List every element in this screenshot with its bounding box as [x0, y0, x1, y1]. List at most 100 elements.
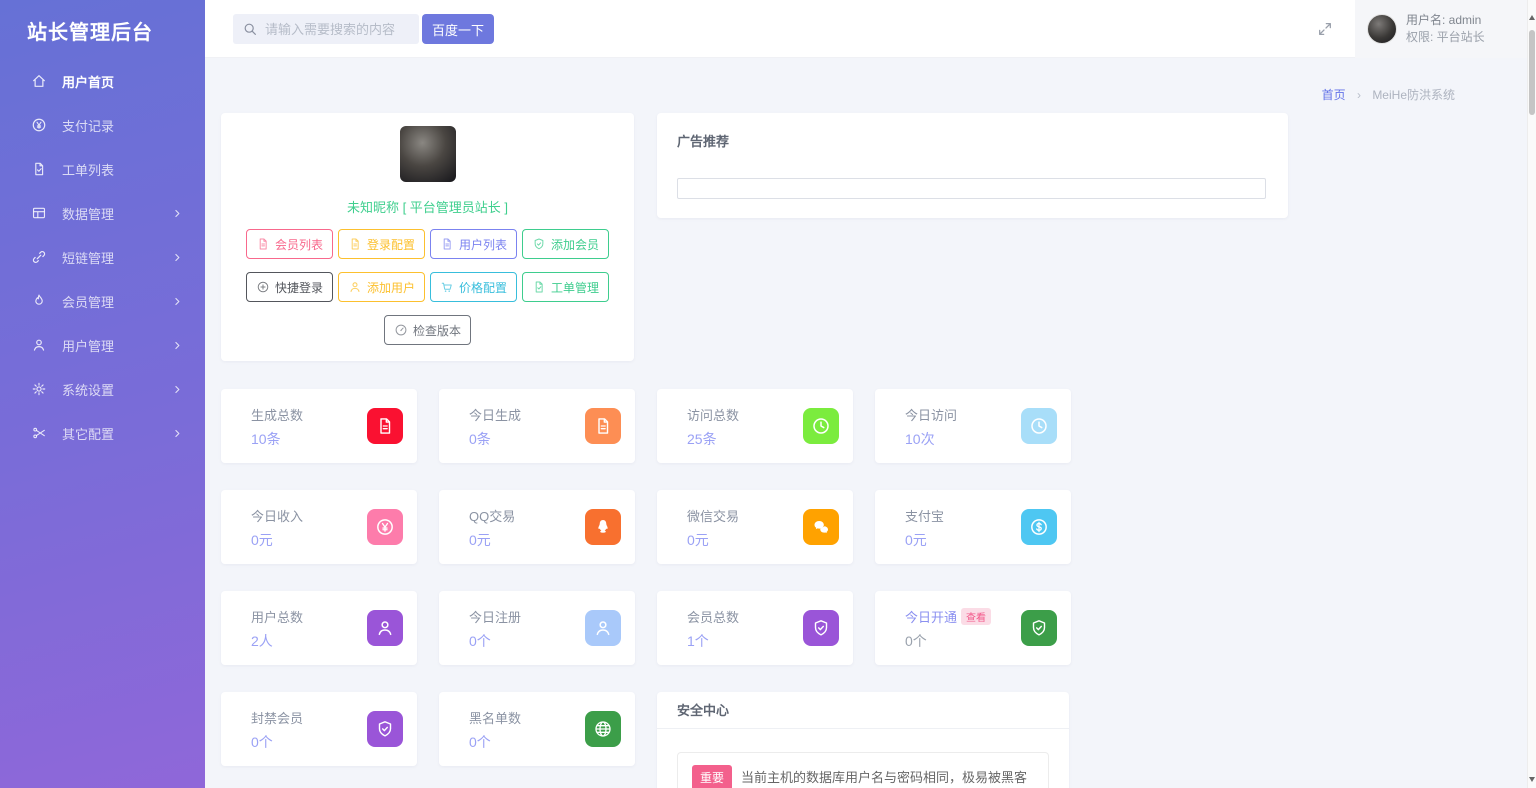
stat-card-qq-trades[interactable]: QQ交易 0元: [439, 490, 635, 564]
clock-icon: [1021, 408, 1057, 444]
search-icon: [242, 21, 258, 37]
stat-card-opened-today[interactable]: 今日开通 查看 0个: [875, 591, 1071, 665]
user-icon: [367, 610, 403, 646]
user-menu[interactable]: 用户名: admin 权限: 平台站长: [1355, 0, 1527, 58]
scrollbar-thumb[interactable]: [1529, 30, 1535, 115]
fire-icon: [31, 293, 47, 309]
stat-card-alipay[interactable]: 支付宝 0元: [875, 490, 1071, 564]
sidebar-item-data-management[interactable]: 数据管理: [0, 191, 205, 235]
gauge-icon: [394, 323, 408, 337]
ad-panel: 广告推荐: [657, 113, 1288, 218]
breadcrumb-home-link[interactable]: 首页: [1321, 88, 1346, 102]
link-icon: [31, 249, 47, 265]
file-icon: [585, 408, 621, 444]
chevron-right-icon: [172, 428, 183, 439]
login-config-button[interactable]: 登录配置: [337, 229, 425, 259]
shield-check-icon: [367, 711, 403, 747]
stat-card-income-today[interactable]: 今日收入 0元: [221, 490, 417, 564]
yen-circle-icon: [367, 509, 403, 545]
user-icon: [31, 337, 47, 353]
price-config-button[interactable]: 价格配置: [430, 272, 518, 302]
sidebar-item-system-settings[interactable]: 系统设置: [0, 367, 205, 411]
stat-card-blacklist-count[interactable]: 黑名单数 0个: [439, 692, 635, 766]
tools-icon: [31, 425, 47, 441]
scroll-up-arrow-icon[interactable]: [1529, 15, 1535, 20]
button-label: 快捷登录: [274, 280, 323, 295]
stat-card-banned-members[interactable]: 封禁会员 0个: [221, 692, 417, 766]
stat-card-visits-today[interactable]: 今日访问 10次: [875, 389, 1071, 463]
home-icon: [31, 73, 47, 89]
sidebar-item-other-config[interactable]: 其它配置: [0, 411, 205, 455]
member-list-button[interactable]: 会员列表: [245, 229, 333, 259]
button-label: 添加会员: [551, 237, 600, 252]
role-text: 权限: 平台站长: [1406, 30, 1485, 44]
file-icon: [440, 237, 454, 251]
stat-value: 0元: [905, 532, 927, 548]
chevron-right-icon: [172, 340, 183, 351]
stat-label: 会员总数: [687, 610, 740, 625]
stat-label: 今日注册: [469, 610, 522, 625]
button-label: 添加用户: [366, 280, 415, 295]
sidebar-item-user-home[interactable]: 用户首页: [0, 59, 205, 103]
sidebar-item-label: 会员管理: [62, 294, 115, 310]
stat-card-wechat-trades[interactable]: 微信交易 0元: [657, 490, 853, 564]
user-list-button[interactable]: 用户列表: [430, 229, 518, 259]
sidebar-item-label: 短链管理: [62, 250, 115, 266]
alipay-icon: [1021, 509, 1057, 545]
sidebar-item-member-management[interactable]: 会员管理: [0, 279, 205, 323]
vertical-scrollbar[interactable]: [1527, 0, 1536, 788]
profile-avatar[interactable]: [399, 126, 456, 182]
topbar: 百度一下 用户名: admin 权限: 平台站长: [205, 0, 1527, 58]
profile-nickname: 未知昵称 [ 平台管理员站长 ]: [346, 200, 509, 215]
avatar[interactable]: [1367, 14, 1397, 44]
stat-card-generated-total[interactable]: 生成总数 10条: [221, 389, 417, 463]
yen-circle-icon: [31, 117, 47, 133]
search-input[interactable]: [233, 14, 419, 44]
shield-check-icon: [1021, 610, 1057, 646]
stat-card-visits-total[interactable]: 访问总数 25条: [657, 389, 853, 463]
scroll-down-arrow-icon[interactable]: [1529, 777, 1535, 782]
main-content: 首页 › MeiHe防洪系统 未知昵称 [ 平台管理员站长 ] 会员列表 登录配…: [205, 58, 1527, 788]
stat-label: 用户总数: [251, 610, 304, 625]
stat-card-users-total[interactable]: 用户总数 2人: [221, 591, 417, 665]
check-version-button[interactable]: 检查版本: [383, 315, 471, 345]
file-icon: [31, 161, 47, 177]
sidebar-item-label: 用户管理: [62, 338, 115, 354]
stat-label: 黑名单数: [469, 711, 522, 726]
user-icon: [585, 610, 621, 646]
sidebar-item-ticket-list[interactable]: 工单列表: [0, 147, 205, 191]
chevron-right-icon: [172, 384, 183, 395]
add-user-button[interactable]: 添加用户: [337, 272, 425, 302]
profile-buttons-row-3: 检查版本: [221, 315, 634, 345]
clock-icon: [803, 408, 839, 444]
sidebar-item-user-management[interactable]: 用户管理: [0, 323, 205, 367]
view-badge[interactable]: 查看: [961, 608, 992, 625]
stat-card-members-total[interactable]: 会员总数 1个: [657, 591, 853, 665]
stat-value: 0个: [469, 633, 491, 649]
file-icon: [348, 237, 362, 251]
stat-label: 今日开通 查看: [905, 607, 992, 626]
breadcrumb: 首页 › MeiHe防洪系统: [1322, 86, 1455, 103]
baidu-search-button[interactable]: 百度一下: [422, 14, 494, 44]
stat-value: 0条: [469, 431, 491, 447]
add-member-button[interactable]: 添加会员: [522, 229, 610, 259]
sidebar-item-shortlink-management[interactable]: 短链管理: [0, 235, 205, 279]
globe-icon: [585, 711, 621, 747]
ad-input[interactable]: [677, 178, 1266, 199]
sidebar-item-label: 系统设置: [62, 382, 115, 398]
chevron-right-icon: [172, 252, 183, 263]
stat-value: 10次: [905, 431, 935, 447]
ticket-management-button[interactable]: 工单管理: [522, 272, 610, 302]
stat-card-generated-today[interactable]: 今日生成 0条: [439, 389, 635, 463]
sidebar-item-payment-records[interactable]: 支付记录: [0, 103, 205, 147]
sidebar-item-label: 其它配置: [62, 426, 115, 442]
wechat-icon: [803, 509, 839, 545]
quick-login-button[interactable]: 快捷登录: [245, 272, 333, 302]
shield-check-icon: [803, 610, 839, 646]
fullscreen-icon[interactable]: [1317, 21, 1333, 37]
stat-card-registered-today[interactable]: 今日注册 0个: [439, 591, 635, 665]
profile-buttons-row-2: 快捷登录 添加用户 价格配置 工单管理: [221, 272, 634, 302]
file-icon: [256, 237, 270, 251]
